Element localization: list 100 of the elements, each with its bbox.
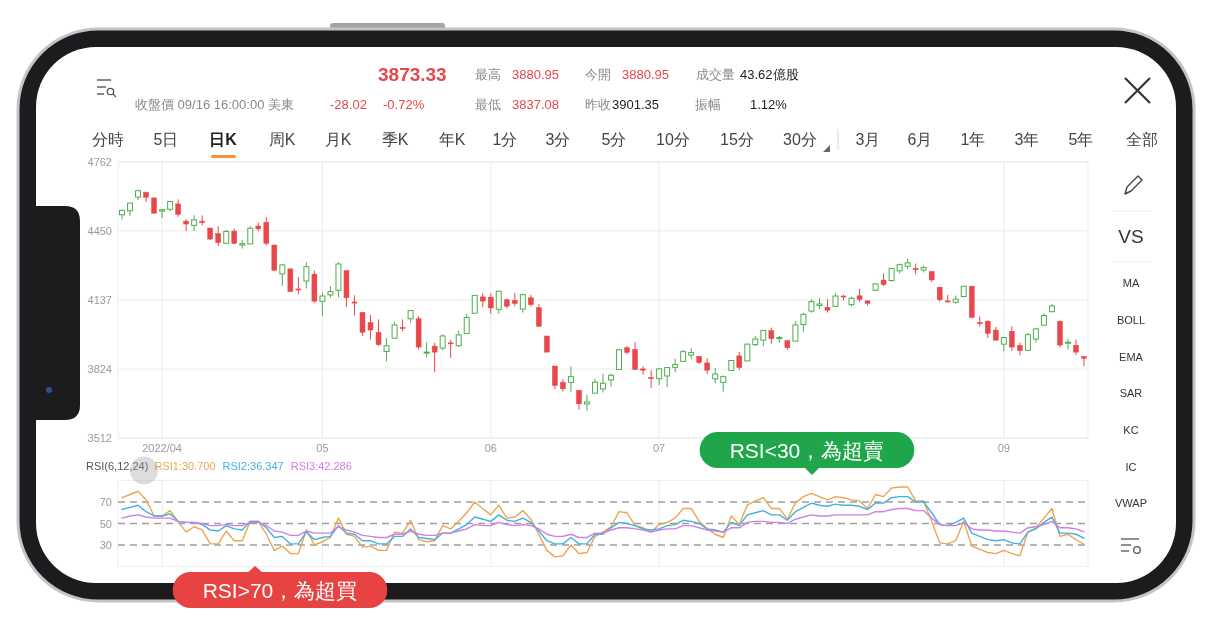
text: 6月: [907, 130, 933, 148]
legend-title: RSI(6,12,24): [86, 459, 149, 472]
y-tick-label: 4762: [87, 156, 112, 168]
text: 成交量: [696, 66, 735, 82]
text: 43.62億股: [740, 66, 799, 82]
x-tick-label: 05: [316, 442, 329, 454]
text: MA: [1122, 277, 1140, 289]
text: RSI>70，為超買: [202, 578, 358, 602]
text: 3880.95: [622, 66, 669, 82]
text: RSI2:36.347: [222, 459, 284, 472]
candlestick: [159, 208, 166, 219]
text: 3873.33: [378, 63, 447, 85]
candlestick: [279, 263, 286, 287]
text: 3837.08: [512, 96, 559, 112]
text: 30分: [783, 130, 817, 148]
line-series: [121, 507, 1085, 539]
text: IC: [1125, 461, 1137, 473]
candlestick: [608, 373, 614, 388]
text: KC: [1123, 424, 1139, 436]
x-tick-label: 06: [484, 442, 497, 454]
candlestick: [183, 218, 189, 232]
text: 3年: [1014, 130, 1040, 148]
candlestick: [351, 294, 358, 316]
y-tick-label: 3512: [87, 432, 112, 444]
candlestick: [583, 394, 590, 411]
text: 1.12%: [750, 96, 788, 112]
x-tick-label: 07: [652, 442, 666, 454]
text: RSI1:30.700: [154, 459, 216, 472]
candlestick: [664, 366, 671, 388]
candlestick: [1073, 338, 1079, 356]
candlestick: [552, 365, 558, 390]
y-tick-label: 4137: [87, 294, 112, 306]
y-tick-label: 50: [99, 517, 112, 530]
text: BOLL: [1116, 314, 1146, 326]
candlestick: [463, 313, 470, 335]
y-tick-label: 3824: [87, 363, 112, 376]
text: 最高: [475, 66, 501, 82]
candlestick: [488, 292, 494, 315]
text: 月K: [324, 130, 352, 148]
text: 5年: [1068, 130, 1094, 148]
text: EMA: [1119, 351, 1144, 363]
text: 5分: [601, 130, 627, 148]
y-tick-label: 30: [99, 539, 112, 551]
text: 最低: [475, 96, 501, 112]
text: 日K: [209, 130, 238, 148]
candlestick: [287, 268, 294, 293]
text: -28.02: [330, 96, 367, 112]
candlestick: [560, 378, 566, 393]
candlestick: [303, 261, 310, 290]
candlestick: [632, 341, 638, 371]
text: 15分: [720, 130, 754, 148]
candlestick: [567, 365, 574, 393]
text: 3月: [855, 130, 881, 148]
text: 5日: [153, 130, 179, 148]
candlestick: [431, 342, 438, 373]
candlestick: [375, 318, 382, 347]
candlestick: [1017, 342, 1023, 356]
candlestick: [1081, 356, 1087, 367]
text: SAR: [1119, 387, 1143, 399]
x-tick-label: 2022/04: [142, 442, 182, 454]
text: 10分: [656, 130, 690, 148]
text: 年K: [438, 130, 466, 148]
text: 3880.95: [512, 66, 559, 82]
text: 今開: [585, 66, 611, 82]
candlestick: [383, 337, 390, 362]
text: 昨收: [585, 96, 611, 112]
text: VS: [1118, 225, 1144, 247]
line-series: [121, 495, 1085, 545]
y-tick-label: 4450: [87, 224, 112, 237]
text: 3901.35: [612, 96, 659, 112]
candlestick: [536, 303, 542, 327]
text: 1分: [492, 130, 518, 148]
x-tick-label: 09: [997, 442, 1010, 454]
candlestick: [736, 351, 743, 371]
candlestick: [576, 389, 582, 411]
candlestick: [1057, 319, 1063, 349]
candlestick: [616, 348, 623, 371]
candlestick: [263, 216, 270, 246]
y-tick-label: 70: [99, 496, 112, 508]
candlestick: [672, 358, 679, 373]
text: 季K: [381, 130, 409, 148]
candlestick: [215, 225, 221, 247]
text: 周K: [268, 130, 296, 148]
text: RSI<30，為超賣: [729, 438, 885, 462]
text: -0.72%: [383, 96, 425, 112]
text: VWAP: [1115, 497, 1147, 509]
text: 分時: [92, 130, 124, 148]
text: 全部: [1126, 130, 1158, 148]
candlestick: [640, 365, 646, 376]
text: 3分: [545, 130, 571, 148]
candlestick: [119, 209, 125, 221]
candlestick: [648, 369, 654, 389]
text: 1年: [960, 130, 986, 148]
candlestick: [1009, 325, 1015, 352]
candlestick: [600, 373, 606, 394]
text: 振幅: [695, 96, 721, 112]
line-series: [121, 486, 1085, 558]
candlestick: [1064, 338, 1071, 350]
text: RSI3:42.286: [290, 459, 352, 472]
text: 收盤價 09/16 16:00:00 美東: [135, 96, 294, 112]
